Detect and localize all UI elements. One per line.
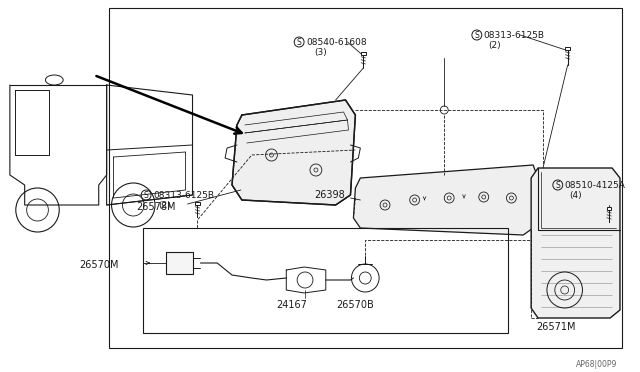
Text: 26570M: 26570M	[79, 260, 118, 270]
Text: 26398: 26398	[314, 190, 345, 200]
Text: 26571M: 26571M	[536, 322, 575, 332]
Ellipse shape	[45, 75, 63, 85]
Bar	[607, 207, 611, 210]
Text: (4): (4)	[570, 190, 582, 199]
Polygon shape	[353, 165, 538, 235]
Text: 08540-61608: 08540-61608	[306, 38, 367, 46]
Text: S: S	[144, 190, 148, 199]
Polygon shape	[232, 100, 355, 205]
Text: S: S	[474, 31, 479, 39]
Text: S: S	[556, 180, 560, 189]
Text: S: S	[297, 38, 301, 46]
Bar	[361, 52, 365, 55]
Text: AP68|00P9: AP68|00P9	[575, 360, 617, 369]
Bar	[109, 8, 622, 348]
Text: 08313-6125B: 08313-6125B	[153, 190, 214, 199]
Text: 24167: 24167	[276, 300, 307, 310]
Text: 26578M: 26578M	[136, 202, 176, 212]
Text: (3): (3)	[314, 48, 326, 57]
Bar	[565, 47, 570, 50]
Text: 08510-4125A: 08510-4125A	[564, 180, 625, 189]
Text: 26570B: 26570B	[337, 300, 374, 310]
Bar	[166, 252, 193, 274]
Polygon shape	[531, 168, 620, 318]
Bar	[143, 228, 508, 333]
Bar	[195, 202, 200, 205]
Text: (2): (2)	[489, 41, 501, 49]
Text: 08313-6125B: 08313-6125B	[484, 31, 545, 39]
Text: (2): (2)	[158, 201, 171, 209]
